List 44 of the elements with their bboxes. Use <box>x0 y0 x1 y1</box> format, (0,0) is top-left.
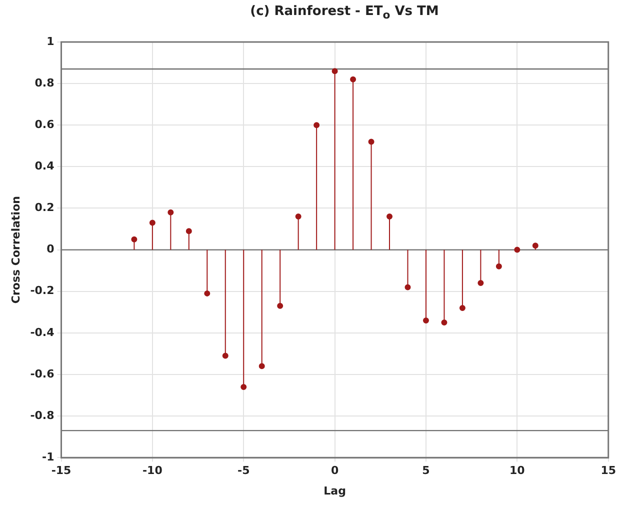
x-tick-label: 15 <box>600 464 616 478</box>
x-tick-label: -5 <box>238 464 250 478</box>
point <box>350 76 356 82</box>
point <box>240 384 247 390</box>
point <box>295 214 302 220</box>
y-tick-label: -0.6 <box>30 367 55 380</box>
x-tick-label: 0 <box>330 464 339 478</box>
point <box>459 304 466 311</box>
x-tick-label: 10 <box>510 464 526 478</box>
point <box>168 209 174 216</box>
y-tick-label: -1 <box>42 450 54 464</box>
point <box>404 284 411 290</box>
point <box>149 220 156 226</box>
y-tick-label: -0.8 <box>30 408 54 422</box>
point <box>514 246 520 253</box>
point <box>532 242 538 249</box>
chart-title: (c) Rainforest - ET$_{o}$ Vs TM <box>249 4 440 22</box>
y-tick-label: 0.8 <box>34 76 54 90</box>
y-tick-label: 0 <box>46 242 55 256</box>
point <box>332 68 338 74</box>
point <box>422 317 429 324</box>
point <box>277 302 284 309</box>
x-axis-title: Lag <box>324 484 346 498</box>
point <box>186 228 192 234</box>
point <box>441 320 448 326</box>
point <box>386 214 393 220</box>
x-tick-label: 5 <box>422 464 430 478</box>
y-tick-label: -0.2 <box>30 284 54 298</box>
point <box>258 363 265 370</box>
point <box>478 280 484 286</box>
point <box>204 290 210 296</box>
x-tick-label: -10 <box>142 464 163 478</box>
y-tick-label: 0.4 <box>34 160 55 173</box>
point <box>496 263 502 270</box>
point <box>314 122 320 128</box>
point <box>131 236 138 242</box>
y-axis-title: Cross Correlation <box>9 196 22 304</box>
y-tick-label: -0.4 <box>30 326 55 339</box>
point <box>222 352 228 359</box>
point <box>368 138 374 145</box>
y-tick-label: 1 <box>46 34 54 48</box>
y-tick-label: 0.6 <box>34 118 55 131</box>
x-tick-label: -15 <box>51 464 72 478</box>
y-tick-label: 0.2 <box>34 201 54 214</box>
